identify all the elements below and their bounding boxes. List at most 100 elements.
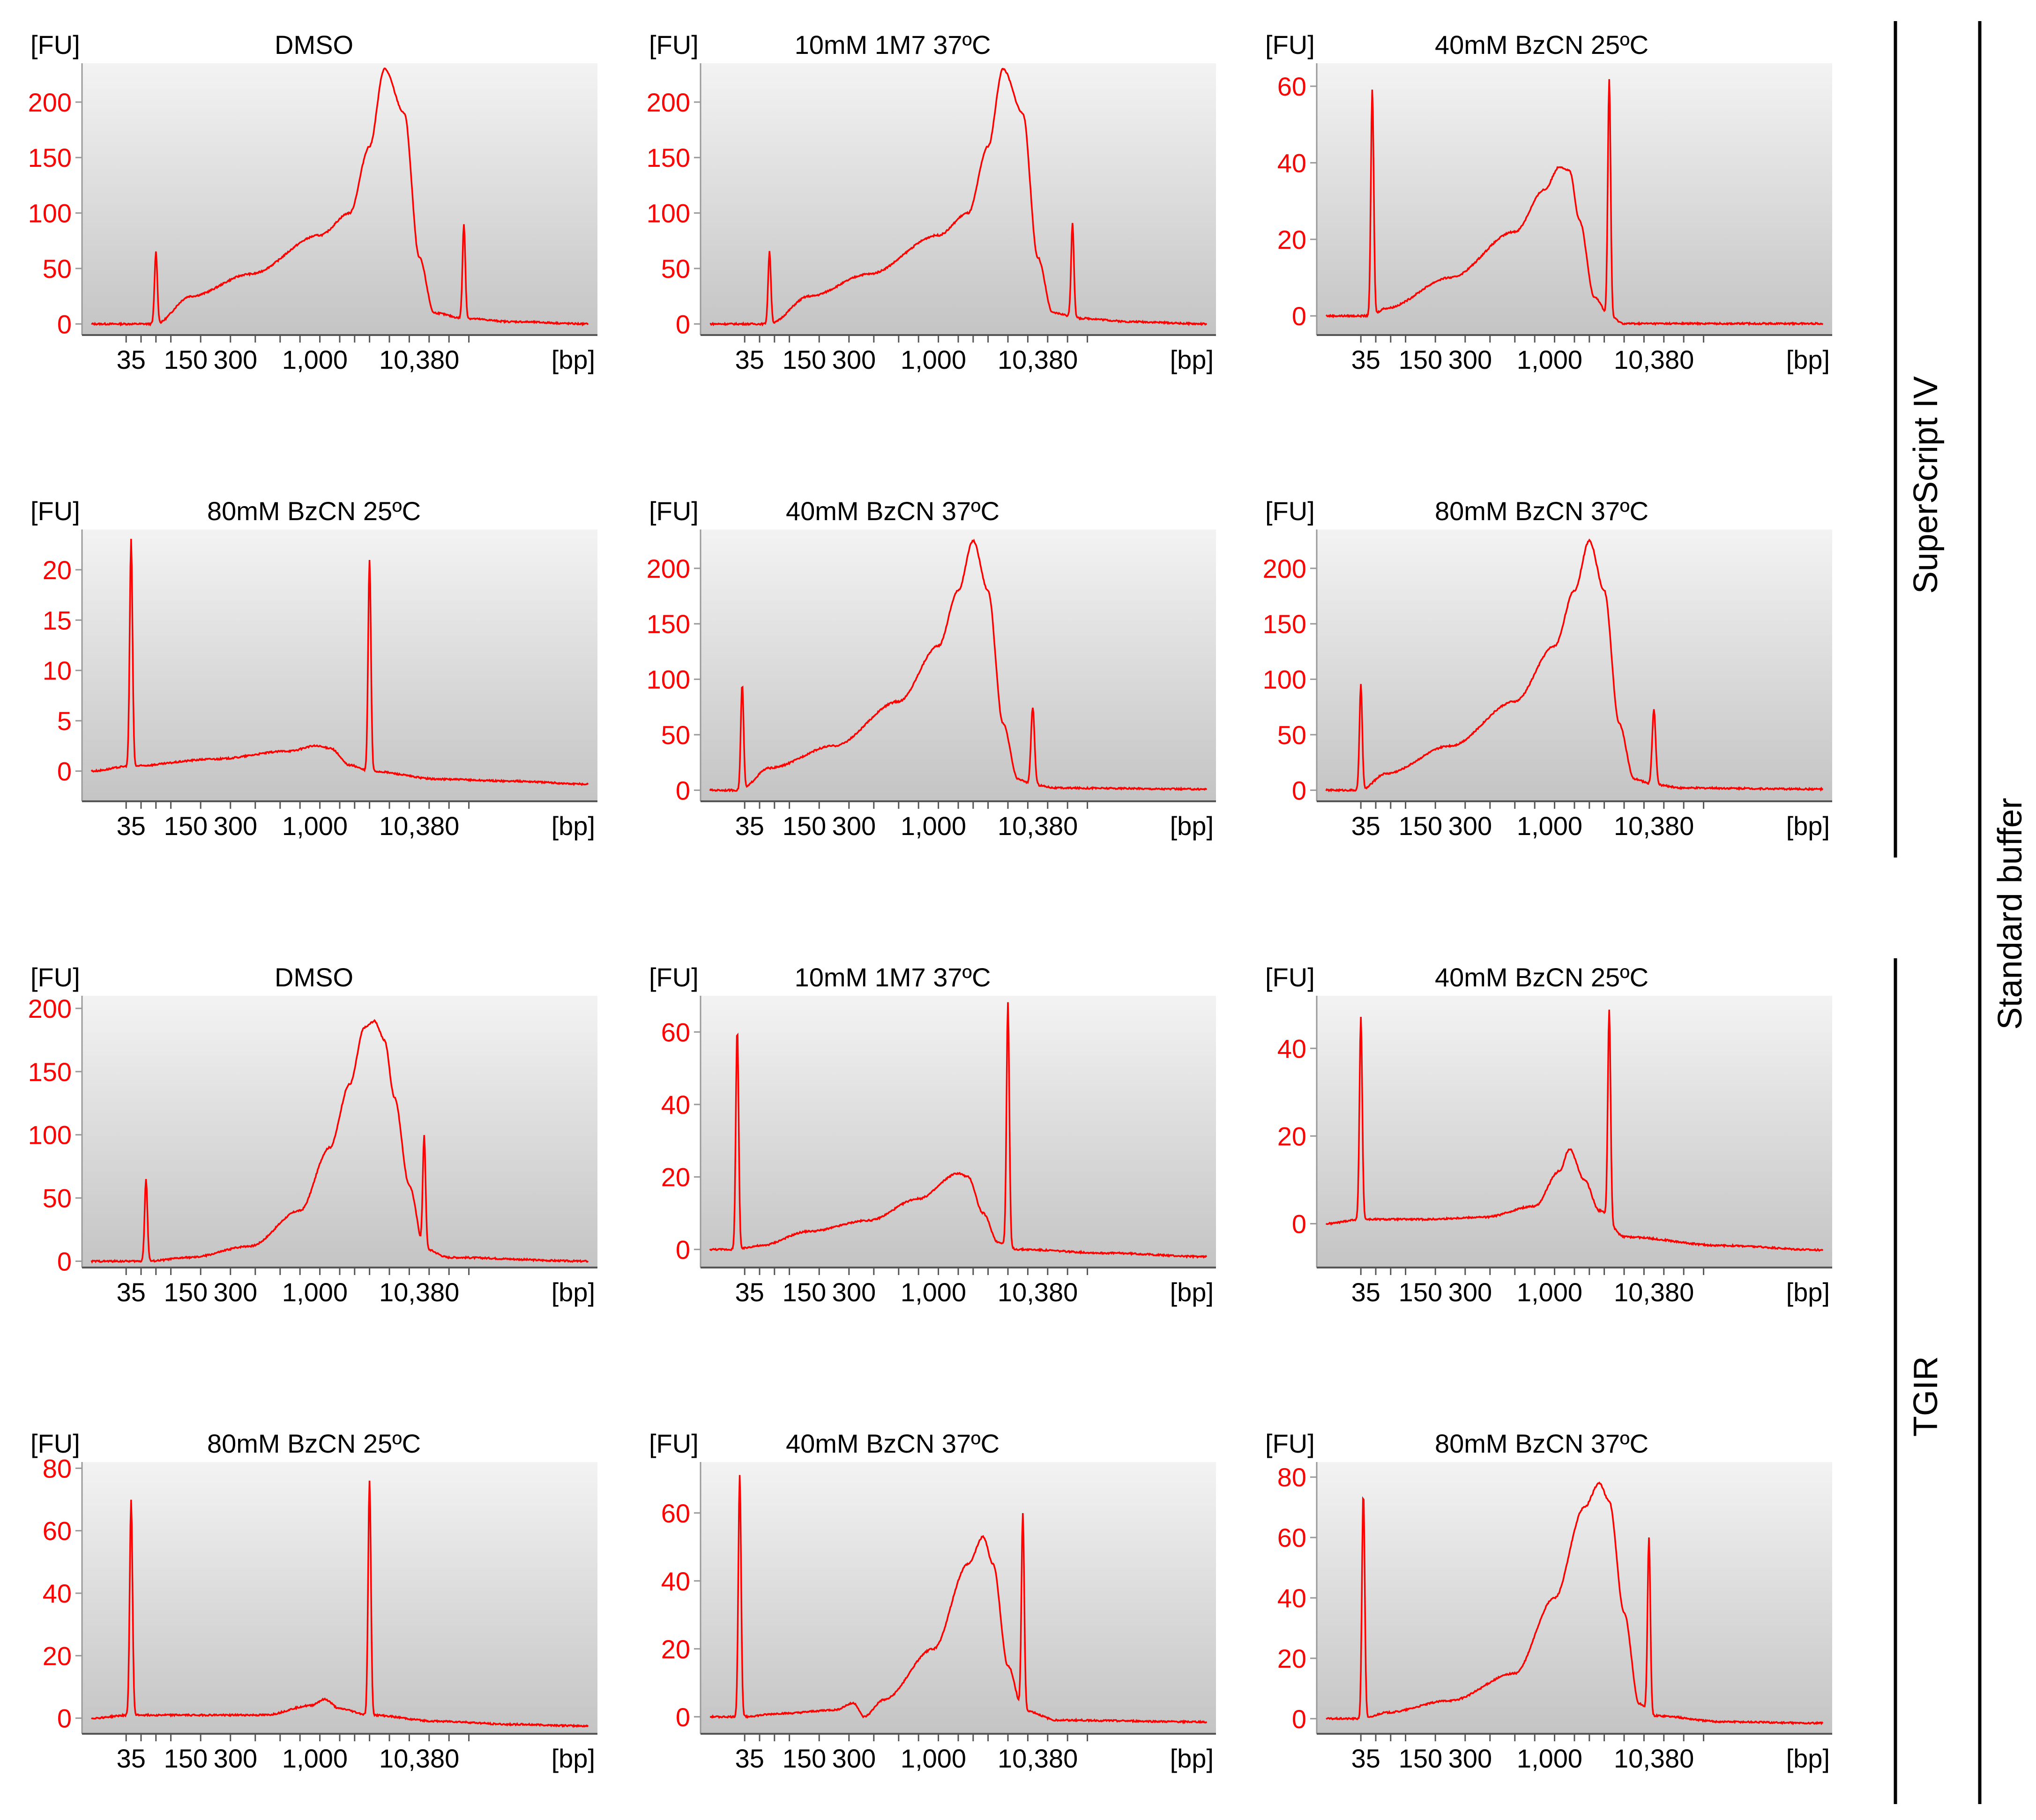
x-tick-label: 35 bbox=[1351, 1277, 1380, 1307]
y-axis-unit: [FU] bbox=[649, 30, 699, 60]
x-axis-unit: [bp] bbox=[552, 1277, 595, 1307]
y-tick-label: 40 bbox=[661, 1566, 690, 1596]
x-axis-unit: [bp] bbox=[1786, 1277, 1830, 1307]
x-tick-label: 300 bbox=[214, 345, 257, 374]
x-tick-label: 300 bbox=[1448, 1744, 1492, 1773]
y-tick-label: 150 bbox=[647, 609, 690, 639]
y-tick-label: 10 bbox=[43, 656, 72, 686]
y-tick-label: 50 bbox=[43, 254, 72, 283]
y-tick-label: 60 bbox=[1277, 1523, 1306, 1552]
x-tick-label: 10,380 bbox=[1614, 345, 1694, 374]
x-axis-unit: [bp] bbox=[552, 345, 595, 374]
tgir-label: TGIR bbox=[1907, 1356, 1945, 1437]
chart-panel-8: 0 20 40 60 35 150 300 1,000 10,380 [bp] [FU] 10mM 1… bbox=[649, 962, 1216, 1307]
chart-panel-9: 0 20 40 35 150 300 1,000 10,380 [bp] [FU] 40mM BzC… bbox=[1265, 962, 1832, 1307]
plot-area bbox=[701, 1462, 1216, 1734]
plot-area bbox=[82, 63, 597, 335]
chart-title: 40mM BzCN 25ºC bbox=[1435, 30, 1648, 60]
x-axis-unit: [bp] bbox=[1170, 811, 1214, 841]
x-axis-unit: [bp] bbox=[1170, 345, 1214, 374]
y-tick-label: 50 bbox=[661, 254, 690, 283]
x-tick-label: 1,000 bbox=[901, 345, 966, 374]
x-tick-label: 35 bbox=[735, 1277, 764, 1307]
chart-title: 10mM 1M7 37ºC bbox=[795, 962, 991, 992]
chart-title: 80mM BzCN 37ºC bbox=[1435, 496, 1648, 526]
y-axis-unit: [FU] bbox=[30, 962, 80, 992]
x-tick-label: 300 bbox=[1448, 1277, 1492, 1307]
y-tick-label: 150 bbox=[1263, 609, 1306, 639]
plot-area bbox=[701, 63, 1216, 335]
x-tick-label: 35 bbox=[117, 345, 146, 374]
chart-panel-4: 0 5 10 15 20 35 150 300 1,000 10,380 [bp] [FU] 80mM … bbox=[30, 496, 597, 841]
chart-title: 40mM BzCN 25ºC bbox=[1435, 962, 1648, 992]
x-tick-label: 1,000 bbox=[1517, 1277, 1582, 1307]
x-tick-label: 150 bbox=[1399, 811, 1442, 841]
chart-title: DMSO bbox=[275, 962, 353, 992]
y-axis-unit: [FU] bbox=[649, 962, 699, 992]
x-tick-label: 1,000 bbox=[901, 1744, 966, 1773]
x-tick-label: 1,000 bbox=[901, 1277, 966, 1307]
standard-buffer-label: Standard buffer bbox=[1991, 798, 2029, 1030]
y-tick-label: 200 bbox=[28, 994, 72, 1023]
y-tick-label: 40 bbox=[1277, 148, 1306, 178]
x-tick-label: 300 bbox=[214, 1744, 257, 1773]
y-axis-unit: [FU] bbox=[1265, 1429, 1315, 1458]
chart-title: 40mM BzCN 37ºC bbox=[786, 496, 999, 526]
y-tick-label: 200 bbox=[1263, 554, 1306, 583]
x-tick-label: 10,380 bbox=[1614, 1277, 1694, 1307]
superscript-label: SuperScript IV bbox=[1907, 376, 1945, 594]
chart-title: 40mM BzCN 37ºC bbox=[786, 1429, 999, 1458]
y-axis-unit: [FU] bbox=[649, 496, 699, 526]
x-tick-label: 150 bbox=[164, 811, 208, 841]
y-tick-label: 0 bbox=[1292, 1704, 1306, 1734]
y-tick-label: 40 bbox=[1277, 1583, 1306, 1613]
plot-area bbox=[82, 530, 597, 801]
x-tick-label: 300 bbox=[214, 811, 257, 841]
y-tick-label: 80 bbox=[43, 1454, 72, 1483]
x-tick-label: 300 bbox=[832, 345, 876, 374]
x-tick-label: 150 bbox=[1399, 1744, 1442, 1773]
chart-panel-3: 0 20 40 60 35 150 300 1,000 10,380 [bp] [FU] 40mM B… bbox=[1265, 30, 1832, 374]
y-tick-label: 150 bbox=[28, 1057, 72, 1087]
y-tick-label: 100 bbox=[1263, 665, 1306, 694]
x-tick-label: 150 bbox=[1399, 1277, 1442, 1307]
y-tick-label: 60 bbox=[661, 1017, 690, 1047]
x-tick-label: 1,000 bbox=[1517, 1744, 1582, 1773]
y-tick-label: 40 bbox=[1277, 1034, 1306, 1063]
y-tick-label: 20 bbox=[661, 1634, 690, 1664]
trace-line bbox=[709, 538, 1208, 793]
plot-area bbox=[82, 1462, 597, 1734]
x-tick-label: 150 bbox=[783, 1277, 826, 1307]
x-tick-label: 10,380 bbox=[379, 1744, 459, 1773]
y-tick-label: 0 bbox=[57, 1704, 72, 1733]
chart-panel-11: 0 20 40 60 35 150 300 1,000 10,380 [bp] [FU] 40mM B… bbox=[649, 1429, 1216, 1773]
x-tick-label: 300 bbox=[1448, 345, 1492, 374]
chart-title: DMSO bbox=[275, 30, 353, 60]
x-axis-unit: [bp] bbox=[1786, 345, 1830, 374]
chart-title: 80mM BzCN 25ºC bbox=[207, 1429, 421, 1458]
y-tick-label: 5 bbox=[57, 706, 72, 736]
x-tick-label: 35 bbox=[1351, 811, 1380, 841]
y-tick-label: 0 bbox=[676, 309, 690, 339]
x-tick-label: 10,380 bbox=[379, 1277, 459, 1307]
x-tick-label: 10,380 bbox=[379, 811, 459, 841]
x-tick-label: 10,380 bbox=[998, 811, 1078, 841]
y-axis-unit: [FU] bbox=[30, 1429, 80, 1458]
y-tick-label: 100 bbox=[647, 199, 690, 228]
y-tick-label: 0 bbox=[1292, 301, 1306, 331]
trace-line bbox=[709, 67, 1208, 327]
x-tick-label: 10,380 bbox=[1614, 1744, 1694, 1773]
y-tick-label: 200 bbox=[647, 554, 690, 583]
x-tick-label: 1,000 bbox=[282, 345, 348, 374]
y-tick-label: 150 bbox=[647, 143, 690, 172]
trace-line bbox=[1325, 538, 1824, 793]
x-tick-label: 35 bbox=[735, 345, 764, 374]
y-tick-label: 150 bbox=[28, 143, 72, 172]
y-tick-label: 60 bbox=[661, 1499, 690, 1528]
y-tick-label: 100 bbox=[28, 199, 72, 228]
y-tick-label: 40 bbox=[661, 1090, 690, 1119]
